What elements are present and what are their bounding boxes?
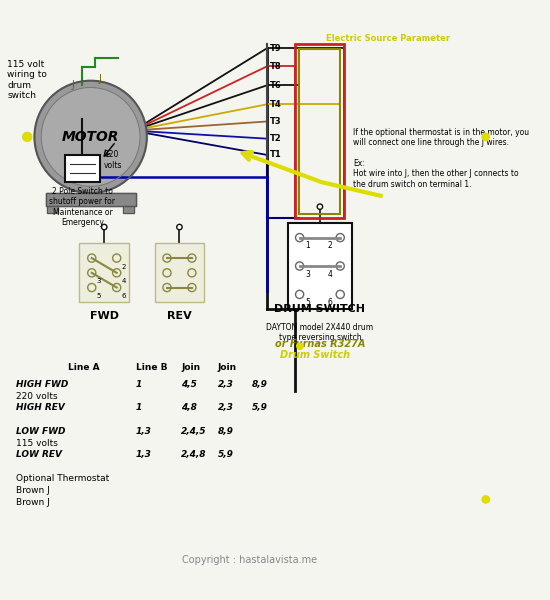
Text: 2,3: 2,3 [217, 380, 233, 389]
Text: 1: 1 [136, 380, 142, 389]
Bar [123, 206, 134, 213]
Text: 2,4,5: 2,4,5 [182, 427, 207, 436]
Text: 3: 3 [305, 269, 310, 278]
Text: 6: 6 [121, 293, 126, 299]
Text: 4,8: 4,8 [182, 403, 197, 412]
Text: 5: 5 [96, 293, 101, 299]
Text: T1: T1 [270, 151, 282, 160]
Text: 2,4,8: 2,4,8 [182, 451, 207, 460]
Text: Join: Join [217, 364, 236, 373]
Text: 4: 4 [328, 269, 332, 278]
Text: Join: Join [182, 364, 200, 373]
Text: 5,9: 5,9 [252, 403, 268, 412]
Bar [46, 193, 136, 206]
Circle shape [87, 269, 96, 277]
Text: 115 volts: 115 volts [16, 439, 58, 448]
Circle shape [163, 283, 171, 292]
Text: Brown J: Brown J [16, 486, 50, 495]
Bar [65, 155, 100, 182]
Text: Brown J: Brown J [16, 497, 50, 506]
Circle shape [295, 290, 304, 299]
Circle shape [188, 269, 196, 277]
Text: 220 volts: 220 volts [16, 392, 58, 401]
Bar [47, 206, 58, 213]
Text: 1: 1 [305, 241, 310, 250]
Text: 2: 2 [121, 263, 125, 269]
Text: 1,3: 1,3 [136, 451, 152, 460]
Text: T6: T6 [270, 81, 282, 90]
Text: 8,9: 8,9 [217, 427, 233, 436]
Text: MOTOR: MOTOR [62, 130, 119, 144]
Text: Drum Switch: Drum Switch [280, 350, 350, 360]
Text: Line B: Line B [136, 364, 167, 373]
Text: 3: 3 [96, 278, 101, 284]
Bar [47, 206, 58, 213]
Text: 2: 2 [328, 241, 332, 250]
Text: LOW REV: LOW REV [16, 451, 62, 460]
Text: Line A: Line A [68, 364, 100, 373]
Bar [295, 44, 344, 218]
Text: 120
volts: 120 volts [104, 151, 123, 170]
Bar [155, 244, 205, 302]
Text: T9: T9 [270, 44, 282, 53]
Circle shape [113, 254, 121, 262]
Text: J: J [71, 80, 74, 90]
Text: Optional Thermostat: Optional Thermostat [16, 474, 109, 483]
Text: 4,5: 4,5 [182, 380, 197, 389]
Circle shape [297, 343, 303, 349]
Circle shape [482, 496, 490, 503]
Circle shape [102, 224, 107, 230]
Bar [79, 244, 129, 302]
Circle shape [35, 80, 147, 193]
Text: 5: 5 [305, 298, 310, 307]
Circle shape [41, 88, 140, 187]
Circle shape [317, 204, 323, 209]
Text: LOW FWD: LOW FWD [16, 427, 66, 436]
Bar [46, 193, 136, 206]
Text: 1,3: 1,3 [136, 427, 152, 436]
Circle shape [23, 133, 32, 142]
Circle shape [295, 262, 304, 270]
Circle shape [87, 283, 96, 292]
Circle shape [163, 254, 171, 262]
Text: FWD: FWD [90, 311, 119, 322]
Circle shape [336, 262, 344, 270]
Circle shape [482, 133, 490, 140]
Text: T4: T4 [270, 100, 282, 109]
Circle shape [336, 290, 344, 299]
Text: HIGH REV: HIGH REV [16, 403, 65, 412]
Text: 115 volt
wiring to
drum
switch: 115 volt wiring to drum switch [7, 60, 47, 100]
Text: or Furnas R327A: or Furnas R327A [275, 339, 365, 349]
Text: Copyright : hastalavista.me: Copyright : hastalavista.me [182, 554, 317, 565]
Text: DRUM SWITCH: DRUM SWITCH [274, 304, 365, 314]
Text: 6: 6 [328, 298, 332, 307]
Circle shape [113, 283, 121, 292]
Circle shape [336, 233, 344, 242]
Text: HIGH FWD: HIGH FWD [16, 380, 69, 389]
Text: J: J [98, 74, 101, 84]
Circle shape [188, 254, 196, 262]
Text: T3: T3 [270, 117, 282, 126]
Circle shape [163, 269, 171, 277]
Text: Electric Source Parameter: Electric Source Parameter [326, 34, 450, 43]
Bar [299, 49, 340, 214]
Bar [288, 223, 351, 309]
Text: REV: REV [167, 311, 192, 322]
Circle shape [177, 224, 182, 230]
Text: 4: 4 [121, 278, 125, 284]
Text: 8,9: 8,9 [252, 380, 268, 389]
Circle shape [113, 269, 121, 277]
Circle shape [295, 233, 304, 242]
Bar [123, 206, 134, 213]
Text: 1: 1 [136, 403, 142, 412]
Text: DAYTON model 2X440 drum
type reversing switch: DAYTON model 2X440 drum type reversing s… [266, 323, 373, 342]
Text: If the optional thermostat is in the motor, you
will connect one line through th: If the optional thermostat is in the mot… [354, 128, 530, 189]
Text: T8: T8 [270, 62, 282, 71]
Circle shape [188, 283, 196, 292]
Text: 2,3: 2,3 [217, 403, 233, 412]
Text: 2 Pole Switch to
shutoff power for
Maintenance or
Emergency: 2 Pole Switch to shutoff power for Maint… [50, 187, 116, 227]
Circle shape [87, 254, 96, 262]
Text: 5,9: 5,9 [217, 451, 233, 460]
Text: T2: T2 [270, 134, 282, 143]
